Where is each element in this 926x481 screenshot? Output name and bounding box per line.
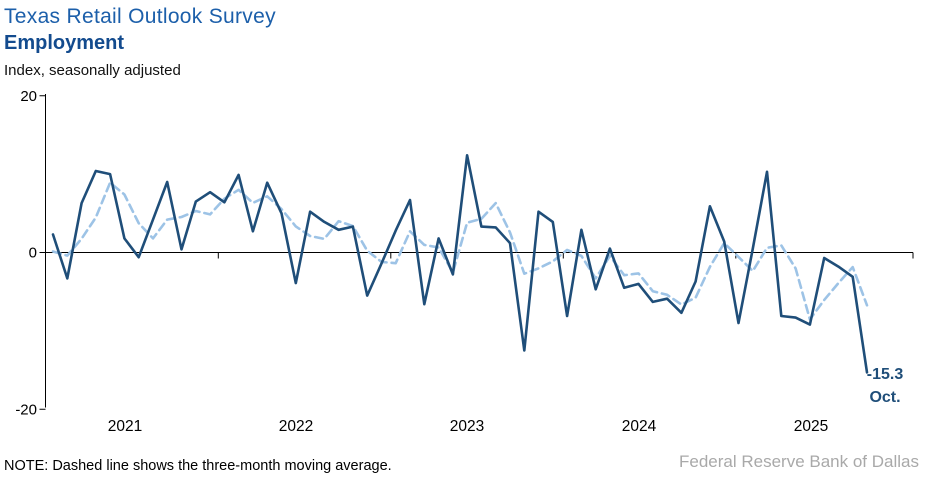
series-group	[51, 154, 869, 374]
axes-group	[39, 94, 914, 410]
x-tick-label: 2022	[279, 418, 313, 435]
monthly-series-line	[51, 154, 869, 374]
moving-average-line	[51, 181, 869, 321]
y-tick-label: -20	[15, 401, 37, 418]
y-tick-label: 20	[20, 88, 37, 105]
x-tick-label: 2023	[450, 418, 484, 435]
source-credit: Federal Reserve Bank of Dallas	[678, 452, 919, 471]
last-point-value: -15.3	[866, 366, 904, 383]
chart-subtitle: Employment	[4, 32, 125, 54]
x-tick-label: 2024	[622, 418, 657, 435]
page-title: Texas Retail Outlook Survey	[4, 5, 276, 28]
y-axis-units-label: Index, seasonally adjusted	[4, 62, 181, 79]
axis-labels-group: 20 0 -20 2021 2022 2023 2024 2025	[15, 88, 828, 435]
x-tick-label: 2021	[108, 418, 142, 435]
y-tick-label: 0	[29, 245, 37, 262]
x-tick-label: 2025	[794, 418, 828, 435]
last-point-month: Oct.	[869, 389, 901, 406]
footnote: NOTE: Dashed line shows the three-month …	[4, 458, 392, 474]
last-point-annotation: -15.3 Oct.	[857, 363, 913, 409]
